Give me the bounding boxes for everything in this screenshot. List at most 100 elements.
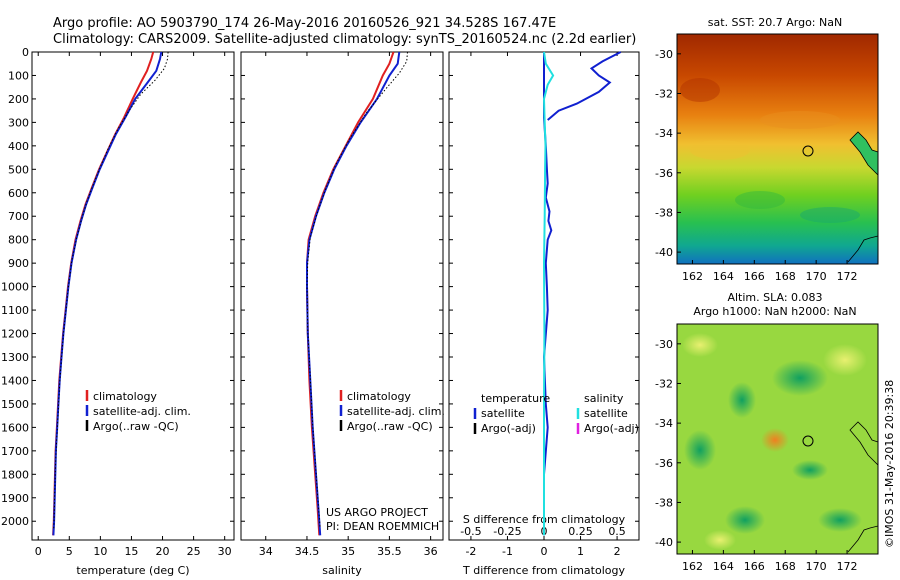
- y-tick-label: 1000: [1, 281, 29, 294]
- map-x-tick-label: 168: [775, 270, 796, 283]
- series-line: [542, 51, 555, 536]
- y-tick-label: 0: [22, 46, 29, 59]
- legend-entry: satellite: [481, 407, 525, 420]
- x-axis-label: T difference from climatology: [462, 564, 625, 577]
- sla-map-frame: [676, 323, 879, 555]
- sst-texture: [680, 78, 860, 223]
- map-y-tick-label: -34: [655, 127, 673, 140]
- y-tick-label: 1600: [1, 421, 29, 434]
- y-tick-label: 1300: [1, 351, 29, 364]
- x-tick-label: 15: [124, 545, 138, 558]
- x-top-tick-label: -0.25: [493, 525, 521, 538]
- legend-entry: climatology: [93, 390, 157, 403]
- x-tick-label: 35: [341, 545, 355, 558]
- legend-heading: temperature: [481, 392, 550, 405]
- x-tick-label: 1: [577, 545, 584, 558]
- map-x-tick-label: 170: [806, 560, 827, 573]
- map-x-tick-label: 172: [837, 560, 858, 573]
- salinity-frame: [240, 51, 444, 541]
- sla-map-title: Altim. SLA: 0.083: [727, 291, 822, 304]
- coastline: [847, 235, 879, 263]
- argo-position-marker: [802, 145, 814, 157]
- pi-annotation: PI: DEAN ROEMMICH: [326, 520, 439, 533]
- temperature-frame: [31, 51, 235, 541]
- y-tick-label: 900: [8, 257, 29, 270]
- map-y-tick-label: -34: [655, 417, 673, 430]
- x-tick-label: -2: [465, 545, 476, 558]
- x-top-tick-label: -0.5: [460, 525, 481, 538]
- legend-entry: Argo(..raw -QC): [93, 420, 179, 433]
- sst-field: [677, 34, 878, 264]
- map-x-tick-label: 166: [744, 560, 765, 573]
- map-x-tick-label: 164: [713, 270, 734, 283]
- project-annotation: US ARGO PROJECT: [326, 506, 428, 519]
- temperature-panel: 0 5 10 15 20 25 30 temperature (deg C) 0 100 200 30…: [1, 46, 234, 577]
- y-tick-label: 1800: [1, 468, 29, 481]
- legend-entry: Argo(..raw -QC): [347, 420, 433, 433]
- x-tick-label: 0: [35, 545, 42, 558]
- map-y-tick-label: -40: [655, 246, 673, 259]
- x-tick-label: 34: [259, 545, 273, 558]
- y-tick-label: 600: [8, 187, 29, 200]
- x-tick-label: 35.5: [377, 545, 402, 558]
- map-y-tick-label: -36: [655, 457, 673, 470]
- argo-position-marker: [802, 435, 814, 447]
- map-x-tick-label: 168: [775, 560, 796, 573]
- coastline: [847, 525, 879, 553]
- y-tick-label: 1500: [1, 398, 29, 411]
- series-line: [53, 51, 169, 529]
- map-y-tick-label: -30: [655, 48, 673, 61]
- y-tick-label: 200: [8, 93, 29, 106]
- y-tick-label: 400: [8, 140, 29, 153]
- sst-map-frame: [676, 33, 879, 265]
- sst-map-title: sat. SST: 20.7 Argo: NaN: [708, 16, 842, 29]
- map-y-tick-label: -36: [655, 167, 673, 180]
- map-x-tick-label: 162: [682, 270, 703, 283]
- x-tick-label: 2: [614, 545, 621, 558]
- imos-credit: ©IMOS 31-May-2016 20:39:38: [883, 380, 896, 548]
- legend-entry: satellite: [584, 407, 628, 420]
- y-tick-label: 1100: [1, 304, 29, 317]
- legend-heading: salinity: [584, 392, 624, 405]
- argo-height-title: Argo h1000: NaN h2000: NaN: [693, 305, 856, 318]
- x-tick-label: 25: [187, 545, 201, 558]
- climatology-subtitle: Climatology: CARS2009. Satellite-adjuste…: [53, 32, 637, 47]
- legend-entry: Argo(-adj): [584, 422, 639, 435]
- y-tick-label: 700: [8, 210, 29, 223]
- x-top-tick-label: 0.25: [568, 525, 593, 538]
- x-tick-label: 34.5: [295, 545, 320, 558]
- difference-panel: -2 -1 0 1 2 T difference from climatology -0.5…: [449, 51, 639, 577]
- x-tick-label: -1: [502, 545, 513, 558]
- y-tick-label: 2000: [1, 515, 29, 528]
- x-tick-label: 10: [93, 545, 107, 558]
- x-axis-label: salinity: [322, 564, 362, 577]
- map-y-tick-label: -30: [655, 338, 673, 351]
- x-top-tick-label: 0.5: [608, 525, 626, 538]
- map-y-tick-label: -32: [655, 87, 673, 100]
- map-y-tick-label: -38: [655, 206, 673, 219]
- map-y-tick-label: -40: [655, 536, 673, 549]
- sst-map: sat. SST: 20.7 Argo: NaN 162 164 166 168 170…: [655, 16, 879, 283]
- x-tick-label: 36: [424, 545, 438, 558]
- legend-entry: Argo(-adj): [481, 422, 536, 435]
- series-line: [542, 52, 553, 536]
- x-tick-label: 20: [156, 545, 170, 558]
- y-tick-label: 1700: [1, 445, 29, 458]
- profile-title: Argo profile: AO 5903790_174 26-May-2016…: [53, 16, 557, 31]
- y-tick-label: 1900: [1, 492, 29, 505]
- y-tick-label: 100: [8, 69, 29, 82]
- sla-map: Altim. SLA: 0.083 Argo h1000: NaN h2000:…: [655, 291, 879, 573]
- legend-entry: satellite-adj. clim.: [347, 405, 445, 418]
- legend-entry: satellite-adj. clim.: [93, 405, 191, 418]
- y-tick-label: 800: [8, 234, 29, 247]
- map-x-tick-label: 164: [713, 560, 734, 573]
- map-x-tick-label: 166: [744, 270, 765, 283]
- map-x-tick-label: 172: [837, 270, 858, 283]
- salinity-panel: 34 34.5 35 35.5 36 salinity climatology satelli…: [241, 51, 445, 577]
- y-tick-label: 300: [8, 116, 29, 129]
- series-line: [547, 51, 622, 121]
- map-x-tick-label: 170: [806, 270, 827, 283]
- x-tick-label: 0: [541, 545, 548, 558]
- y-tick-label: 500: [8, 163, 29, 176]
